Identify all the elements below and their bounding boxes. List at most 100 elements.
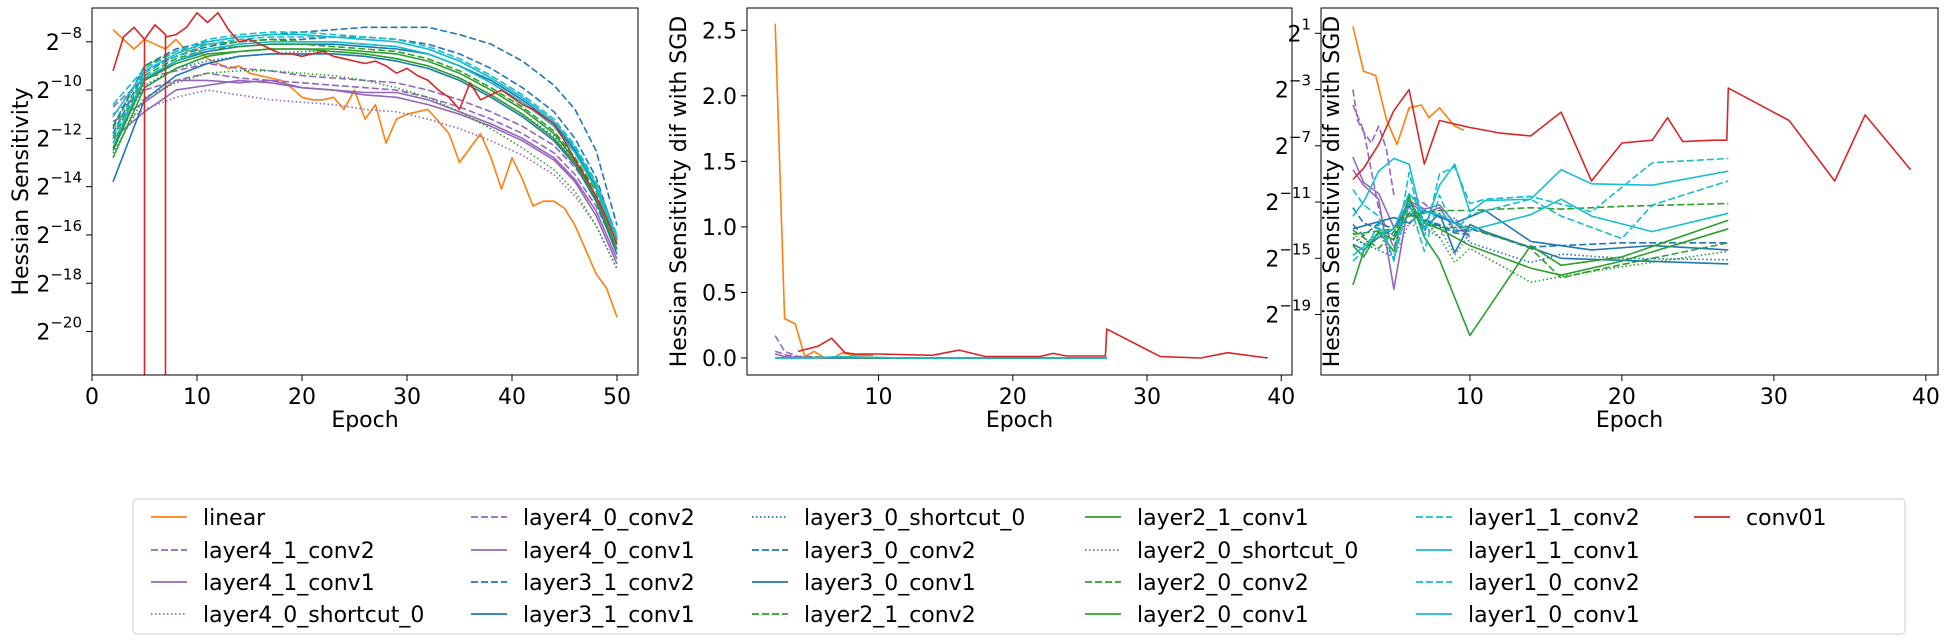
axes-frame: [1320, 7, 1939, 376]
x-tick-label: 30: [1760, 385, 1788, 410]
series-line-conv01: [797, 328, 1268, 359]
series-line-layer1_0_conv2: [1352, 157, 1729, 262]
y-tick-label: 2−15: [1265, 240, 1311, 272]
x-tick-label: 10: [183, 385, 211, 410]
x-tick-label: 0: [85, 385, 99, 410]
legend-frame: [132, 498, 1906, 635]
legend-label: linear: [203, 506, 266, 531]
legend-label: layer4_0_conv2: [523, 506, 695, 531]
y-tick-label: 2−12: [36, 120, 82, 152]
series-line-layer2_0_conv2: [1352, 202, 1729, 236]
x-axis-label: Epoch: [331, 408, 398, 433]
series-line-layer4_1_conv1: [1352, 169, 1471, 291]
legend-label: layer3_0_conv2: [804, 539, 976, 564]
series-line-layer2_0_conv2: [112, 38, 618, 241]
series-line-layer1_0_conv1: [775, 355, 1107, 359]
series-line-layer1_0_conv2: [112, 31, 618, 236]
legend-label: layer2_0_conv1: [1137, 603, 1309, 628]
legend-label: conv01: [1746, 506, 1827, 531]
legend-label: layer3_1_conv2: [523, 571, 695, 596]
series-line-layer4_0_conv2: [112, 72, 618, 250]
legend-label: layer1_1_conv1: [1468, 539, 1640, 564]
y-tick-label: 0.0: [702, 347, 737, 372]
legend-label: layer1_1_conv2: [1468, 506, 1640, 531]
series-line-layer3_0_conv2: [1352, 202, 1470, 237]
y-tick-label: 1.0: [702, 216, 737, 241]
legend-label: layer4_0_conv1: [523, 539, 695, 564]
legend-label: layer4_1_conv1: [203, 571, 375, 596]
x-axis-label: Epoch: [1596, 408, 1663, 433]
series-line-layer1_0_conv1: [112, 33, 618, 238]
y-tick-label: 2−8: [46, 24, 82, 56]
legend-label: layer4_1_conv2: [203, 539, 375, 564]
series-line-layer3_0_shortcut_0: [1352, 204, 1729, 264]
y-tick-label: 2−11: [1265, 184, 1311, 216]
series-line-layer2_1_conv2: [1352, 213, 1729, 279]
y-axis-label: Hessian Sensitivity dif with SGD: [1320, 16, 1345, 368]
y-tick-label: 2.0: [702, 85, 737, 110]
series-line-conv01: [112, 12, 618, 375]
chart-panel-2: 10 20 30 40 0.0 0.5 1.0 1.5 2.0 2.5 Epoch Hessian S…: [667, 7, 1295, 433]
y-tick-label: 2.5: [702, 19, 737, 44]
series-line-layer1_1_conv1: [1352, 192, 1729, 257]
series-line-layer1_1_conv1: [112, 40, 618, 243]
chart-panel-1: 0 10 20 30 40 50 2−8 2−10 2−12 2−14 2−16 2−18 2−20 Ep…: [9, 7, 639, 433]
y-tick-label: 2−20: [36, 314, 82, 346]
series-line-conv01: [1352, 87, 1912, 182]
legend-label: layer3_0_conv1: [804, 571, 976, 596]
series-line-layer4_0_shortcut_0: [1352, 222, 1471, 260]
series-line-layer4_0_conv1: [112, 79, 618, 265]
legend-label: layer2_1_conv1: [1137, 506, 1309, 531]
legend: linear layer4_1_conv2 layer4_1_conv1 layer4…: [132, 498, 1906, 635]
series-line-layer4_1_conv1: [112, 79, 618, 260]
y-axis-label: Hessian Sensitivity: [9, 87, 34, 295]
x-tick-label: 10: [865, 385, 893, 410]
chart-panel-3: 10 20 30 40 21 2−3 2−7 2−11 2−15 2−19 Epoch Hessian…: [1265, 7, 1940, 433]
series-line-layer1_1_conv2: [1352, 180, 1729, 262]
y-tick-label: 1.5: [702, 150, 737, 175]
series-line-layer3_1_conv1: [112, 43, 618, 241]
y-axis-label: Hessian Sensitivity dif with SGD: [667, 16, 692, 368]
y-tick-label: 2−10: [36, 72, 82, 104]
x-tick-label: 30: [1133, 385, 1161, 410]
x-tick-label: 40: [498, 385, 526, 410]
y-tick-label: 0.5: [702, 281, 737, 306]
x-tick-label: 40: [1912, 385, 1940, 410]
series-line-linear: [1352, 26, 1465, 146]
series-line-layer2_0_conv1: [112, 48, 618, 250]
y-tick-label: 2−19: [1265, 297, 1311, 329]
series-line-layer4_0_shortcut_0: [112, 89, 618, 270]
legend-label: layer1_0_conv1: [1468, 603, 1640, 628]
series-line-layer3_1_conv2: [1352, 212, 1729, 248]
y-tick-label: 2−7: [1275, 128, 1311, 160]
x-tick-label: 20: [288, 385, 316, 410]
x-tick-label: 10: [1456, 385, 1484, 410]
legend-label: layer2_0_shortcut_0: [1137, 539, 1358, 564]
x-tick-label: 50: [603, 385, 631, 410]
series-line-linear: [112, 29, 618, 318]
legend-label: layer1_0_conv2: [1468, 571, 1640, 596]
axes-frame: [91, 7, 639, 376]
x-axis-label: Epoch: [986, 408, 1053, 433]
series-line-linear: [774, 23, 874, 359]
y-tick-label: 2−14: [36, 169, 82, 201]
legend-label: layer3_1_conv1: [523, 603, 695, 628]
y-tick-label: 2−16: [36, 217, 82, 249]
legend-label: layer2_1_conv2: [804, 603, 976, 628]
x-tick-label: 20: [999, 385, 1027, 410]
series-line-layer4_1_conv2: [1352, 89, 1395, 196]
series-line-layer2_1_conv1: [112, 48, 618, 250]
series-line-layer2_0_conv1: [1352, 195, 1729, 337]
axes-frame: [746, 7, 1293, 376]
series-line-layer4_0_conv2: [1352, 104, 1471, 250]
x-tick-label: 20: [1608, 385, 1636, 410]
series-line-layer2_0_shortcut_0: [112, 70, 618, 270]
legend-label: layer3_0_shortcut_0: [804, 506, 1025, 531]
y-tick-label: 21: [1287, 15, 1311, 47]
legend-label: layer4_0_shortcut_0: [203, 603, 424, 628]
x-tick-label: 30: [393, 385, 421, 410]
y-tick-label: 2−3: [1275, 72, 1311, 104]
y-tick-label: 2−18: [36, 265, 82, 297]
series-line-layer3_0_conv1: [112, 53, 618, 255]
